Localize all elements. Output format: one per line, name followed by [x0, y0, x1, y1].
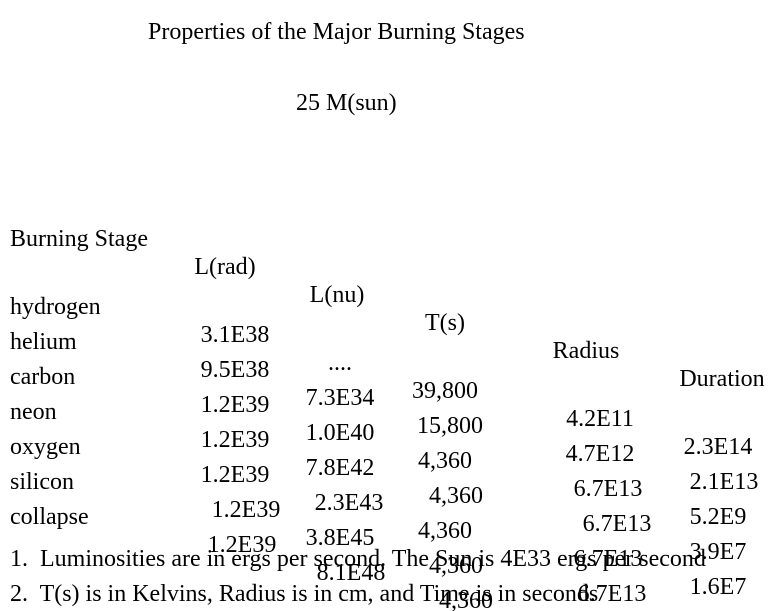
cell-stage: carbon: [10, 364, 76, 390]
column-header-l-rad: L(rad): [194, 254, 256, 280]
cell-duration: 2.1E13: [689, 469, 759, 495]
cell-stage: hydrogen: [10, 294, 101, 320]
page-title: Properties of the Major Burning Stages: [148, 19, 525, 45]
cell-duration: 3.9E7: [689, 539, 747, 565]
cell-t-s: 39,800: [412, 378, 478, 404]
table-row: helium 9.5E38 7.3E34 15,800 4.7E12 2.1E1…: [0, 300, 776, 495]
cell-stage: neon: [10, 399, 57, 425]
cell-radius: 4.7E12: [565, 441, 635, 467]
cell-l-nu: 2.3E43: [314, 490, 384, 516]
cell-t-s: 4,360: [439, 588, 493, 611]
cell-stage: collapse: [10, 504, 89, 530]
cell-t-s: 4,360: [429, 553, 483, 579]
cell-t-s: 4,360: [418, 518, 472, 544]
column-header-t-s: T(s): [425, 310, 465, 336]
page-subtitle: 25 M(sun): [296, 90, 397, 116]
cell-radius: 6.7E13: [573, 476, 643, 502]
table-header-row: Burning Stage L(rad) L(nu) T(s) Radius D…: [0, 197, 776, 392]
cell-duration: 1.6E7: [689, 574, 747, 600]
cell-radius: 6.7E13: [573, 546, 643, 572]
table-row: carbon 1.2E39 1.0E40 4,360 6.7E13 5.2E9: [0, 335, 776, 530]
cell-l-nu: ....: [328, 350, 352, 376]
cell-stage: helium: [10, 329, 77, 355]
cell-l-rad: 1.2E39: [200, 427, 270, 453]
cell-radius: 6.7E13: [577, 581, 647, 607]
cell-l-rad: 1.2E39: [211, 497, 281, 523]
cell-l-rad: 1.2E39: [207, 532, 277, 558]
cell-l-rad: 9.5E38: [200, 357, 270, 383]
cell-l-nu: 1.0E40: [305, 420, 375, 446]
column-header-radius: Radius: [552, 338, 620, 364]
cell-duration: 5.2E9: [689, 504, 747, 530]
cell-stage: oxygen: [10, 434, 81, 460]
cell-l-nu: 3.8E45: [305, 525, 375, 551]
cell-l-nu: 7.8E42: [305, 455, 375, 481]
table-row: oxygen 1.2E39 2.3E43 4,360 6.7E13 1.6E7: [0, 405, 776, 600]
cell-t-s: 4,360: [418, 448, 472, 474]
cell-radius: 6.7E13: [582, 511, 652, 537]
cell-duration: 1.2E5: [660, 608, 776, 611]
cell-l-nu: 7.3E34: [305, 385, 375, 411]
footnote-2: 2. T(s) is in Kelvins, Radius is in cm, …: [10, 581, 599, 607]
column-header-burning-stage: Burning Stage: [10, 226, 148, 252]
column-header-l-nu: L(nu): [309, 282, 365, 308]
cell-l-nu: 8.1E48: [316, 560, 386, 586]
cell-stage: silicon: [10, 469, 74, 495]
table-row: neon 1.2E39 7.8E42 4,360 6.7E13 3.9E7: [0, 370, 776, 565]
table-row: hydrogen 3.1E38 .... 39,800 4.2E11 2.3E1…: [0, 265, 776, 460]
table-row: silicon 1.2E39 3.8E45 4,360 6.7E13 1.2E5: [0, 440, 776, 611]
cell-l-rad: 1.2E39: [200, 392, 270, 418]
cell-t-s: 15,800: [417, 413, 483, 439]
cell-l-rad: 1.2E39: [200, 462, 270, 488]
column-header-duration: Duration: [679, 366, 765, 392]
cell-t-s: 4,360: [429, 483, 483, 509]
cell-radius: 4.2E11: [566, 406, 634, 432]
cell-duration: 2.3E14: [683, 434, 753, 460]
table-row: collapse 1.2E39 8.1E48 4,360 6.7E13 0.35: [0, 475, 776, 611]
cell-l-rad: 3.1E38: [200, 322, 270, 348]
footnote-1: 1. Luminosities are in ergs per second. …: [10, 546, 706, 572]
